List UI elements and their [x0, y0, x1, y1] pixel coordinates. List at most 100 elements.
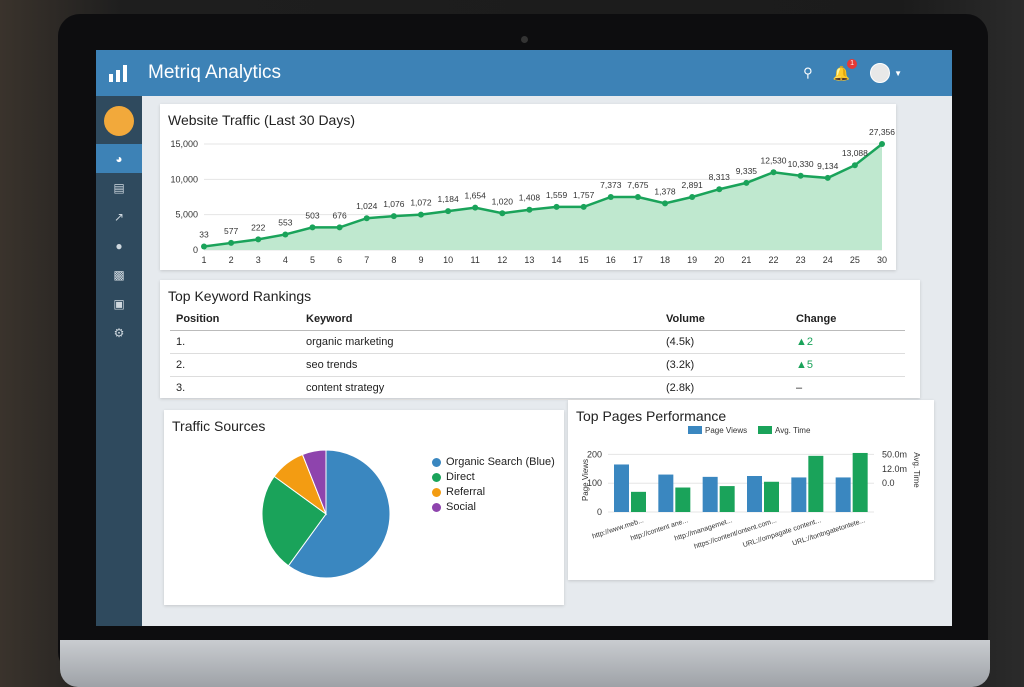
data-label: 1,559	[546, 190, 568, 200]
page-views-bar	[835, 477, 851, 512]
data-point	[445, 208, 452, 215]
bell-icon: 🔔	[832, 64, 851, 81]
data-label: 1,072	[410, 198, 432, 208]
volume-cell: (4.5k)	[660, 330, 790, 354]
legend-label: Avg. Time	[775, 426, 811, 435]
table-row[interactable]: 1. organic marketing (4.5k) ▲2	[170, 330, 905, 354]
notifications-button[interactable]: 🔔 1	[832, 58, 858, 82]
data-point	[797, 172, 804, 179]
data-point	[201, 243, 207, 250]
chevron-down-icon: ▼	[894, 68, 902, 78]
x-tick-label: 14	[552, 255, 562, 265]
sidebar-item-cards[interactable]: ▤	[96, 173, 142, 202]
column-header: Position	[170, 308, 300, 331]
y2-tick-label: 0.0	[882, 478, 895, 488]
legend-swatch	[758, 426, 772, 434]
x-tick-label: 22	[769, 255, 779, 265]
data-point	[282, 231, 289, 238]
x-tick-label: 6	[337, 255, 342, 265]
legend-item: Social	[432, 501, 555, 513]
x-tick-label: 11	[471, 255, 480, 265]
data-point	[879, 141, 885, 147]
bar-chart-icon: ▩	[113, 267, 125, 282]
sidebar-item-reports[interactable]: ▩	[96, 260, 142, 289]
user-avatar[interactable]	[104, 106, 134, 136]
table-row[interactable]: 2. seo trends (3.2k) ▲5	[170, 353, 905, 377]
card-title: Traffic Sources	[172, 418, 266, 434]
x-tick-label: 5	[310, 255, 315, 265]
x-tick-label: 30	[877, 255, 887, 265]
sidebar-item-settings[interactable]: ⚙	[96, 318, 142, 347]
data-label: 8,313	[709, 172, 731, 182]
data-point	[553, 203, 560, 210]
legend-item: Organic Search (Blue)	[432, 456, 555, 468]
x-tick-label: 4	[283, 255, 288, 265]
x-tick-label: 25	[850, 255, 860, 265]
search-icon[interactable]: ⚲	[803, 65, 813, 80]
data-label: 1,757	[573, 190, 595, 200]
pie-legend: Organic Search (Blue) Direct Referral Socia…	[432, 456, 555, 516]
traffic-line-chart: 05,00010,00015,0003315772222355345035676…	[170, 127, 895, 265]
dashboard-icon: ◕	[115, 151, 123, 166]
card-title: Website Traffic (Last 30 Days)	[168, 112, 355, 128]
avg-time-bar	[852, 452, 868, 512]
data-label: 33	[199, 229, 209, 239]
briefcase-icon: ▣	[113, 296, 125, 311]
top-pages-card: Top Pages Performance 0 0.0 100 12.0m 200 50.…	[568, 400, 934, 580]
change-cell: –	[790, 376, 905, 400]
column-header: Change	[790, 308, 905, 331]
table-row[interactable]: 3. content strategy (2.8k) –	[170, 376, 905, 400]
traffic-area	[204, 144, 882, 250]
bar-chart-logo-icon	[96, 50, 140, 96]
position-cell: 2.	[170, 353, 300, 377]
keyword-cell: seo trends	[300, 353, 660, 377]
sidebar-item-users[interactable]: ●	[96, 231, 142, 260]
sidebar-item-trends[interactable]: ↗	[96, 202, 142, 231]
sidebar-item-dashboard[interactable]: ◕	[96, 144, 142, 173]
data-point	[499, 210, 506, 217]
top-pages-bar-chart: 0 0.0 100 12.0m 200 50.0m Page Views Avg. Time P…	[581, 426, 921, 551]
data-point	[228, 239, 235, 246]
data-point	[417, 211, 424, 218]
data-point	[743, 179, 750, 186]
x-tick-label: 2	[229, 255, 234, 265]
avatar	[870, 63, 891, 83]
app-title: Metriq Analytics	[148, 62, 282, 83]
data-label: 1,024	[356, 201, 378, 211]
page-views-bar	[702, 476, 718, 512]
x-tick-label: 15	[579, 255, 589, 265]
data-point	[634, 194, 641, 200]
y2-tick-label: 12.0m	[882, 464, 907, 474]
avg-time-bar	[675, 487, 691, 512]
data-point	[363, 215, 370, 222]
y2-tick-label: 50.0m	[882, 449, 907, 459]
pie-slice	[261, 475, 327, 567]
legend-swatch	[688, 426, 702, 434]
top-bar: Metriq Analytics ⚲ 🔔 1 ▼	[96, 50, 952, 96]
legend-label: Direct	[446, 471, 475, 483]
keywords-card: Top Keyword Rankings Position Keyword Vo…	[160, 280, 920, 400]
data-label: 7,675	[627, 180, 649, 190]
legend-label: Social	[446, 501, 476, 513]
keyword-cell: content strategy	[300, 376, 660, 400]
position-cell: 3.	[170, 376, 300, 400]
monitor-chin	[60, 640, 990, 687]
sidebar-item-briefcase[interactable]: ▣	[96, 289, 142, 318]
user-menu[interactable]: ▼	[870, 63, 902, 83]
y-tick-label: 15,000	[170, 139, 198, 149]
x-tick-label: 18	[660, 255, 670, 265]
page-views-bar	[747, 476, 762, 512]
data-point	[472, 204, 479, 211]
position-cell: 1.	[170, 330, 300, 354]
data-point	[716, 186, 723, 193]
data-label: 577	[224, 226, 238, 236]
y-tick-label: 0	[193, 245, 198, 255]
traffic-line	[203, 143, 883, 248]
x-tick-label: 12	[497, 255, 507, 265]
y-tick-label: 200	[587, 449, 602, 459]
volume-cell: (2.8k)	[660, 376, 790, 400]
notification-badge: 1	[847, 58, 858, 69]
x-tick-label: 13	[524, 255, 534, 265]
data-label: 27,356	[869, 127, 895, 137]
traffic-sources-pie-chart	[261, 449, 391, 579]
